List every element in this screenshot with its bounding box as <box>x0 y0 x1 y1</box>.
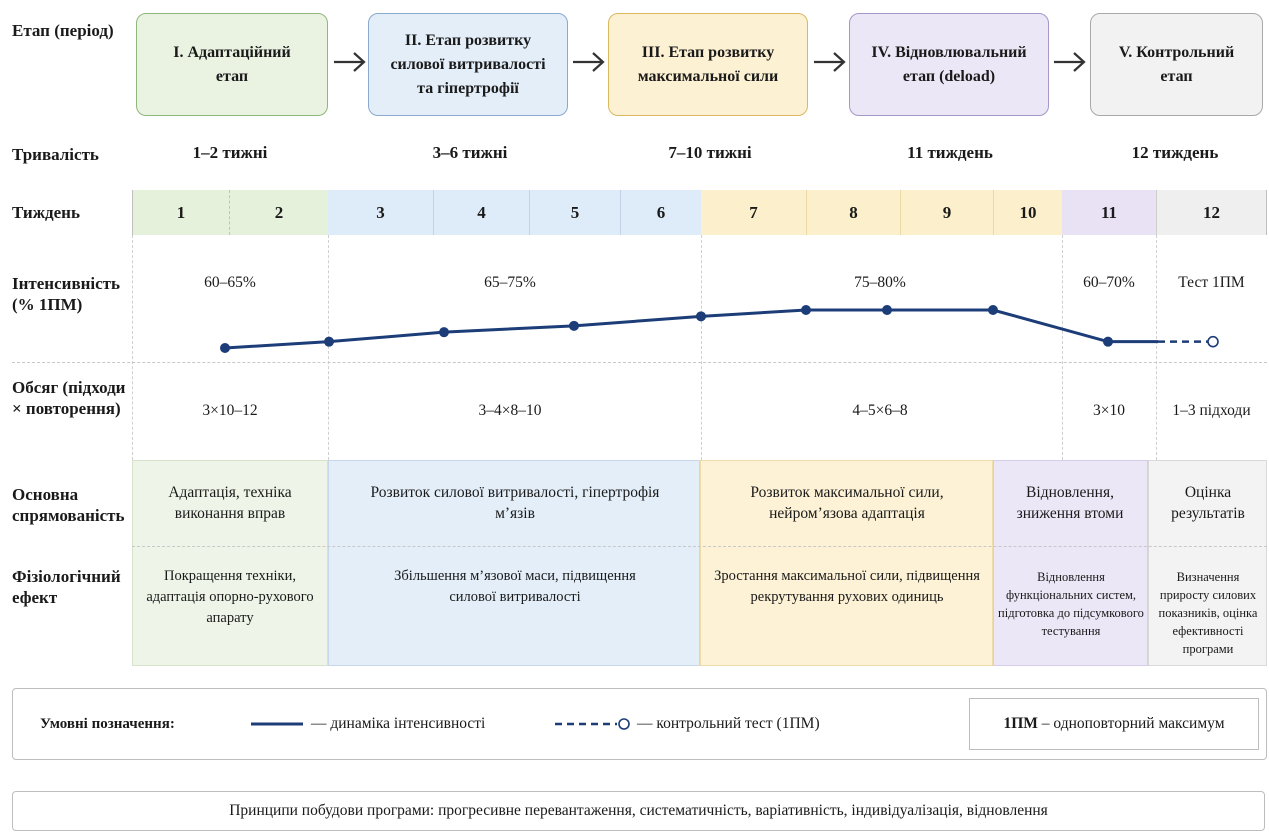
row-divider <box>12 362 1267 363</box>
intensity-point <box>882 305 892 315</box>
intensity-point <box>220 343 230 353</box>
intensity-point <box>988 305 998 315</box>
row-label-effect: Фізіологічний ефект <box>12 567 121 607</box>
effect-text-1: Покращення техніки, адаптація опорно-рух… <box>146 568 314 626</box>
volume-label-5: 1–3 підходи <box>1172 402 1251 419</box>
duration-2: 3–6 тижні <box>432 143 508 162</box>
column-divider <box>1156 235 1157 460</box>
intensity-label-1: 60–65% <box>204 274 256 291</box>
week-cell: 2 <box>230 190 328 235</box>
legend-solid-label: — динаміка інтенсивності <box>311 715 486 732</box>
dashed-line-circle-icon <box>555 718 630 730</box>
duration-1: 1–2 тижні <box>192 143 268 162</box>
stage-title-1: I. Адаптаційний етап <box>173 43 291 85</box>
volume-label-3: 4–5×6–8 <box>852 402 908 419</box>
row-label-duration: Тривалість <box>12 145 99 164</box>
row-label-stage: Етап (період) <box>12 21 114 40</box>
focus-text-4: Відновлення, зниження втоми <box>1016 484 1124 522</box>
column-divider <box>132 235 133 460</box>
focus-text-3: Розвиток максимальної сили, нейром’язова… <box>750 484 944 522</box>
week-cell: 1 <box>133 190 230 235</box>
intensity-point <box>801 305 811 315</box>
week-cell: 9 <box>901 190 994 235</box>
row-divider <box>132 546 1267 547</box>
focus-effect-block-5 <box>1148 460 1267 666</box>
effect-text-3: Зростання максимальної сили, підвищення … <box>714 568 980 605</box>
stage-title-2: II. Етап розвитку силової витривалості т… <box>390 31 546 97</box>
abbreviation-definition: – одноповторний максимум <box>1037 715 1225 732</box>
stage-box-5: V. Контрольний етап <box>1090 13 1263 116</box>
column-divider <box>328 235 329 460</box>
column-divider <box>701 235 702 460</box>
row-label-volume: Обсяг (підходи × повторення) <box>12 378 126 418</box>
intensity-point <box>569 320 579 331</box>
legend-box: Умовні позначення: — динаміка інтенсивно… <box>12 688 1267 760</box>
intensity-label-3: 75–80% <box>854 274 906 291</box>
solid-line-icon <box>251 722 303 726</box>
legend-title: Умовні позначення: <box>40 716 175 732</box>
column-divider <box>1062 235 1063 460</box>
stage-box-3: III. Етап розвитку максимальної сили <box>608 13 808 116</box>
week-cell: 7 <box>701 190 807 235</box>
stage-title-5: V. Контрольний етап <box>1118 43 1235 85</box>
principles-text: Принципи побудови програми: прогресивне … <box>229 802 1048 819</box>
row-label-week: Тиждень <box>12 203 80 222</box>
intensity-point <box>439 327 449 338</box>
arrow-right-icon <box>814 52 846 72</box>
legend-dashed-label: — контрольний тест (1ПМ) <box>637 715 820 732</box>
week-cell: 10 <box>994 190 1062 235</box>
stage-box-2: II. Етап розвитку силової витривалості т… <box>368 13 568 116</box>
intensity-line <box>224 308 1158 350</box>
effect-text-4: Відновлення функціональних систем, підго… <box>998 570 1144 638</box>
week-cell: 11 <box>1062 190 1156 235</box>
focus-effect-block-2 <box>328 460 700 666</box>
week-cell: 4 <box>434 190 530 235</box>
control-test-point <box>1207 335 1219 348</box>
duration-5: 12 тиждень <box>1131 143 1219 162</box>
stage-box-1: I. Адаптаційний етап <box>136 13 328 116</box>
intensity-label-2: 65–75% <box>484 274 536 291</box>
intensity-point <box>1103 336 1113 347</box>
duration-3: 7–10 тижні <box>668 143 752 162</box>
stage-box-4: IV. Відновлювальний етап (deload) <box>849 13 1049 116</box>
focus-effect-block-3 <box>700 460 993 666</box>
arrow-right-icon <box>1054 52 1086 72</box>
intensity-label-4: 60–70% <box>1083 274 1135 291</box>
focus-text-2: Розвиток силової витривалості, гіпертроф… <box>370 484 660 522</box>
volume-label-1: 3×10–12 <box>202 402 258 419</box>
week-cell: 8 <box>807 190 901 235</box>
volume-label-4: 3×10 <box>1093 402 1125 419</box>
week-cell: 6 <box>621 190 701 235</box>
focus-effect-block-4 <box>993 460 1148 666</box>
intensity-point <box>324 336 334 347</box>
row-label-focus: Основна спрямованість <box>12 485 125 525</box>
row-label-intensity: Інтенсивність (% 1ПМ) <box>12 274 121 314</box>
intensity-point <box>696 311 706 322</box>
duration-4: 11 тиждень <box>907 143 993 162</box>
week-cell: 3 <box>328 190 434 235</box>
week-cell: 5 <box>530 190 621 235</box>
effect-text-5: Визначення приросту силових показників, … <box>1158 570 1258 656</box>
principles-box: Принципи побудови програми: прогресивне … <box>12 791 1265 831</box>
effect-text-2: Збільшення м’язової маси, підвищення сил… <box>394 568 636 605</box>
stage-title-4: IV. Відновлювальний етап (deload) <box>871 43 1027 85</box>
arrow-right-icon <box>334 52 366 72</box>
stage-title-3: III. Етап розвитку максимальної сили <box>637 43 779 85</box>
abbreviation-term: 1ПМ <box>1003 715 1038 732</box>
arrow-right-icon <box>573 52 605 72</box>
week-cell: 12 <box>1156 190 1266 235</box>
intensity-label-5: Тест 1ПМ <box>1178 274 1245 291</box>
focus-text-1: Адаптація, техніка виконання вправ <box>168 484 292 522</box>
focus-text-5: Оцінка результатів <box>1171 484 1245 522</box>
focus-effect-block-1 <box>132 460 328 666</box>
volume-label-2: 3–4×8–10 <box>478 402 542 419</box>
abbreviation-box: 1ПМ – одноповторний максимум <box>969 698 1259 750</box>
